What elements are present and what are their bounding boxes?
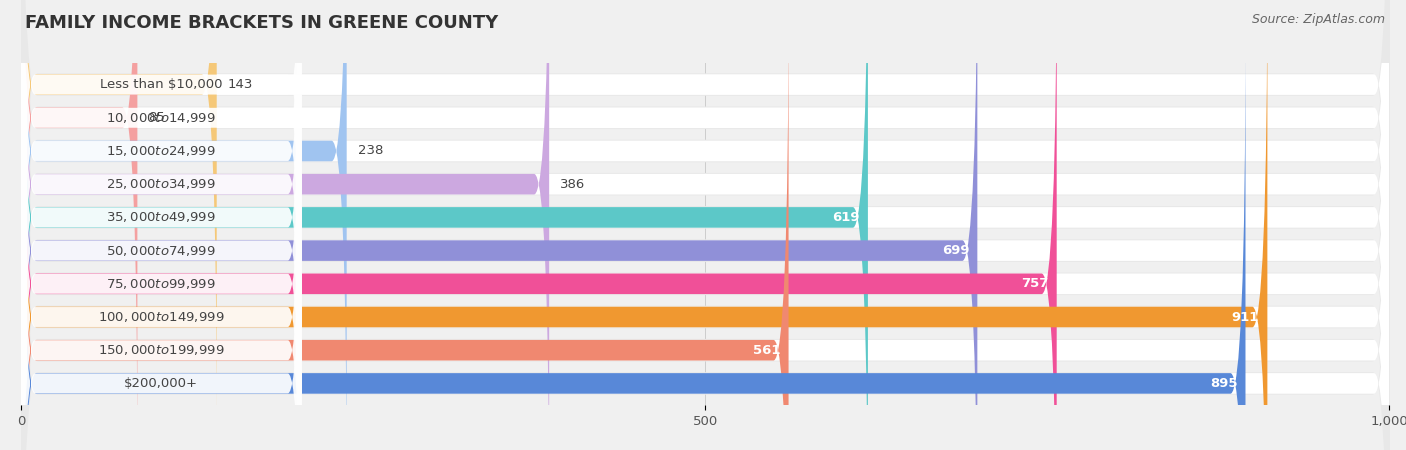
FancyBboxPatch shape bbox=[21, 0, 1389, 450]
Text: $10,000 to $14,999: $10,000 to $14,999 bbox=[107, 111, 217, 125]
Text: $50,000 to $74,999: $50,000 to $74,999 bbox=[107, 243, 217, 257]
Text: $15,000 to $24,999: $15,000 to $24,999 bbox=[107, 144, 217, 158]
FancyBboxPatch shape bbox=[21, 0, 1389, 450]
FancyBboxPatch shape bbox=[21, 28, 1246, 450]
FancyBboxPatch shape bbox=[21, 0, 1389, 450]
FancyBboxPatch shape bbox=[21, 0, 1389, 450]
Text: 85: 85 bbox=[148, 111, 165, 124]
FancyBboxPatch shape bbox=[21, 0, 550, 450]
FancyBboxPatch shape bbox=[21, 0, 1389, 450]
FancyBboxPatch shape bbox=[21, 0, 1389, 450]
FancyBboxPatch shape bbox=[21, 0, 1389, 450]
FancyBboxPatch shape bbox=[21, 0, 868, 450]
FancyBboxPatch shape bbox=[21, 0, 301, 450]
FancyBboxPatch shape bbox=[21, 0, 1389, 450]
FancyBboxPatch shape bbox=[21, 0, 1389, 450]
Text: FAMILY INCOME BRACKETS IN GREENE COUNTY: FAMILY INCOME BRACKETS IN GREENE COUNTY bbox=[25, 14, 499, 32]
Text: Source: ZipAtlas.com: Source: ZipAtlas.com bbox=[1251, 14, 1385, 27]
FancyBboxPatch shape bbox=[21, 0, 1389, 450]
FancyBboxPatch shape bbox=[21, 0, 977, 450]
FancyBboxPatch shape bbox=[21, 0, 1267, 450]
Text: $200,000+: $200,000+ bbox=[124, 377, 198, 390]
FancyBboxPatch shape bbox=[21, 0, 301, 440]
Text: $150,000 to $199,999: $150,000 to $199,999 bbox=[98, 343, 225, 357]
FancyBboxPatch shape bbox=[21, 0, 138, 450]
FancyBboxPatch shape bbox=[21, 0, 1389, 450]
FancyBboxPatch shape bbox=[21, 28, 301, 450]
FancyBboxPatch shape bbox=[21, 0, 347, 450]
FancyBboxPatch shape bbox=[21, 61, 301, 450]
FancyBboxPatch shape bbox=[21, 0, 1389, 440]
Text: 561: 561 bbox=[752, 344, 780, 357]
FancyBboxPatch shape bbox=[21, 0, 1389, 450]
Text: 895: 895 bbox=[1209, 377, 1237, 390]
FancyBboxPatch shape bbox=[21, 0, 1389, 450]
Text: $35,000 to $49,999: $35,000 to $49,999 bbox=[107, 211, 217, 225]
Text: $75,000 to $99,999: $75,000 to $99,999 bbox=[107, 277, 217, 291]
FancyBboxPatch shape bbox=[21, 0, 301, 450]
FancyBboxPatch shape bbox=[21, 0, 1389, 450]
FancyBboxPatch shape bbox=[21, 28, 1389, 450]
Text: 699: 699 bbox=[942, 244, 969, 257]
FancyBboxPatch shape bbox=[21, 0, 301, 407]
FancyBboxPatch shape bbox=[21, 0, 301, 450]
FancyBboxPatch shape bbox=[21, 0, 1057, 450]
Text: 757: 757 bbox=[1021, 277, 1049, 290]
FancyBboxPatch shape bbox=[21, 0, 301, 450]
FancyBboxPatch shape bbox=[21, 0, 301, 450]
FancyBboxPatch shape bbox=[21, 0, 217, 440]
Text: 911: 911 bbox=[1232, 310, 1260, 324]
FancyBboxPatch shape bbox=[21, 0, 1389, 450]
Text: $25,000 to $34,999: $25,000 to $34,999 bbox=[107, 177, 217, 191]
FancyBboxPatch shape bbox=[21, 0, 1389, 450]
FancyBboxPatch shape bbox=[21, 0, 301, 450]
FancyBboxPatch shape bbox=[21, 0, 1389, 450]
Text: 386: 386 bbox=[560, 178, 585, 191]
Text: 143: 143 bbox=[228, 78, 253, 91]
FancyBboxPatch shape bbox=[21, 0, 789, 450]
Text: 619: 619 bbox=[832, 211, 859, 224]
FancyBboxPatch shape bbox=[21, 0, 1389, 450]
Text: 238: 238 bbox=[357, 144, 382, 158]
Text: Less than $10,000: Less than $10,000 bbox=[100, 78, 222, 91]
Text: $100,000 to $149,999: $100,000 to $149,999 bbox=[98, 310, 225, 324]
